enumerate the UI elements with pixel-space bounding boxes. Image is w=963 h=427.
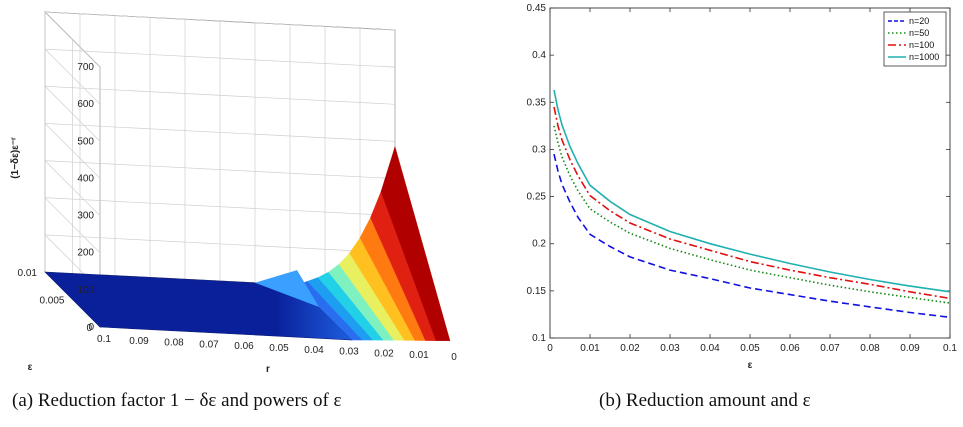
x-tick-label: 0.04 (700, 343, 720, 354)
z-tick-label: 600 (77, 99, 94, 110)
y-tick-label: 0.4 (532, 50, 546, 61)
z-tick-label: 300 (77, 211, 94, 222)
series-line-n1000 (553, 89, 951, 293)
x-tick-label: 0.03 (660, 343, 680, 354)
series-line-n100 (553, 106, 951, 300)
r-tick-label: 0.09 (129, 336, 149, 347)
r-tick-label: 0.06 (234, 341, 254, 352)
caption-b: (b) Reduction amount and ε (599, 390, 811, 411)
x-tick-label: 0.07 (820, 343, 840, 354)
r-tick-label: 0.07 (199, 339, 219, 350)
x-tick-label: 0.06 (780, 343, 800, 354)
r-tick-label: 0.1 (97, 334, 111, 345)
y-tick-label: 0.2 (532, 239, 546, 250)
legend-label: n=1000 (909, 52, 939, 62)
r-tick-label: 0.05 (269, 343, 289, 354)
x-tick-label: 0.08 (860, 343, 880, 354)
x-tick-label: 0.05 (740, 343, 760, 354)
legend-label: n=20 (909, 16, 929, 26)
z-tick-label: 0 (88, 322, 94, 333)
eps-tick-label: 0.005 (39, 296, 64, 307)
legend-label: n=100 (909, 40, 934, 50)
x-tick-label: 0 (547, 343, 553, 354)
z-tick-label: 400 (77, 173, 94, 184)
series-line-n20 (553, 153, 951, 319)
y-tick-label: 0.25 (527, 192, 547, 203)
x-axis-label: ε (748, 360, 753, 371)
surface-ridge (255, 270, 319, 307)
line-chart-svg: 0 0.01 0.02 0.03 0.04 0.05 0.06 0.07 0.08 0.09 0.1… (527, 3, 958, 371)
y-tick-label: 0.3 (532, 144, 546, 155)
y-tick-label: 0.1 (532, 333, 546, 344)
r-axis-label: r (266, 364, 270, 375)
x-tick-label: 0.09 (900, 343, 920, 354)
eps-tick-label: 0.01 (18, 268, 38, 279)
x-tick-label: 0.01 (580, 343, 600, 354)
r-tick-label: 0.04 (304, 345, 324, 356)
y-tick-label: 0.15 (527, 286, 547, 297)
caption-a: (a) Reduction factor 1 − δε and powers o… (12, 390, 342, 411)
x-tick-label: 0.1 (943, 343, 957, 354)
z-tick-label: 200 (77, 248, 94, 259)
panel-b-line-chart: 0 0.01 0.02 0.03 0.04 0.05 0.06 0.07 0.08 0.09 0.1… (490, 0, 963, 427)
surface-band (380, 145, 451, 342)
r-tick-label: 0 (451, 352, 457, 363)
surface-chart-svg: 0 100 200 300 400 500 600 700 0.1 0.09 0.08 0.07 0.0… (10, 11, 457, 375)
z-tick-label: 500 (77, 136, 94, 147)
y-tick-label: 0.45 (527, 3, 547, 14)
z-tick-label: 100 (77, 285, 94, 296)
r-tick-label: 0.03 (339, 347, 359, 358)
panel-a-surface-chart: 0 100 200 300 400 500 600 700 0.1 0.09 0.08 0.07 0.0… (10, 11, 457, 411)
series-line-n50 (553, 125, 951, 304)
x-tick-label: 0.02 (620, 343, 640, 354)
r-tick-label: 0.01 (409, 350, 429, 361)
plot-area (549, 7, 951, 339)
surface-axes-box (44, 11, 396, 328)
y-tick-label: 0.35 (527, 97, 547, 108)
z-axis-label: (1−δε)ε⁻ʳ (10, 137, 21, 179)
eps-axis-label: ε (28, 362, 33, 373)
z-tick-label: 700 (77, 62, 94, 73)
eps-tick-label: 0 (86, 323, 92, 334)
r-tick-label: 0.08 (164, 338, 184, 349)
r-tick-label: 0.02 (374, 348, 394, 359)
legend-label: n=50 (909, 28, 929, 38)
legend: n=20 n=50 n=100 n=1000 (883, 11, 947, 67)
